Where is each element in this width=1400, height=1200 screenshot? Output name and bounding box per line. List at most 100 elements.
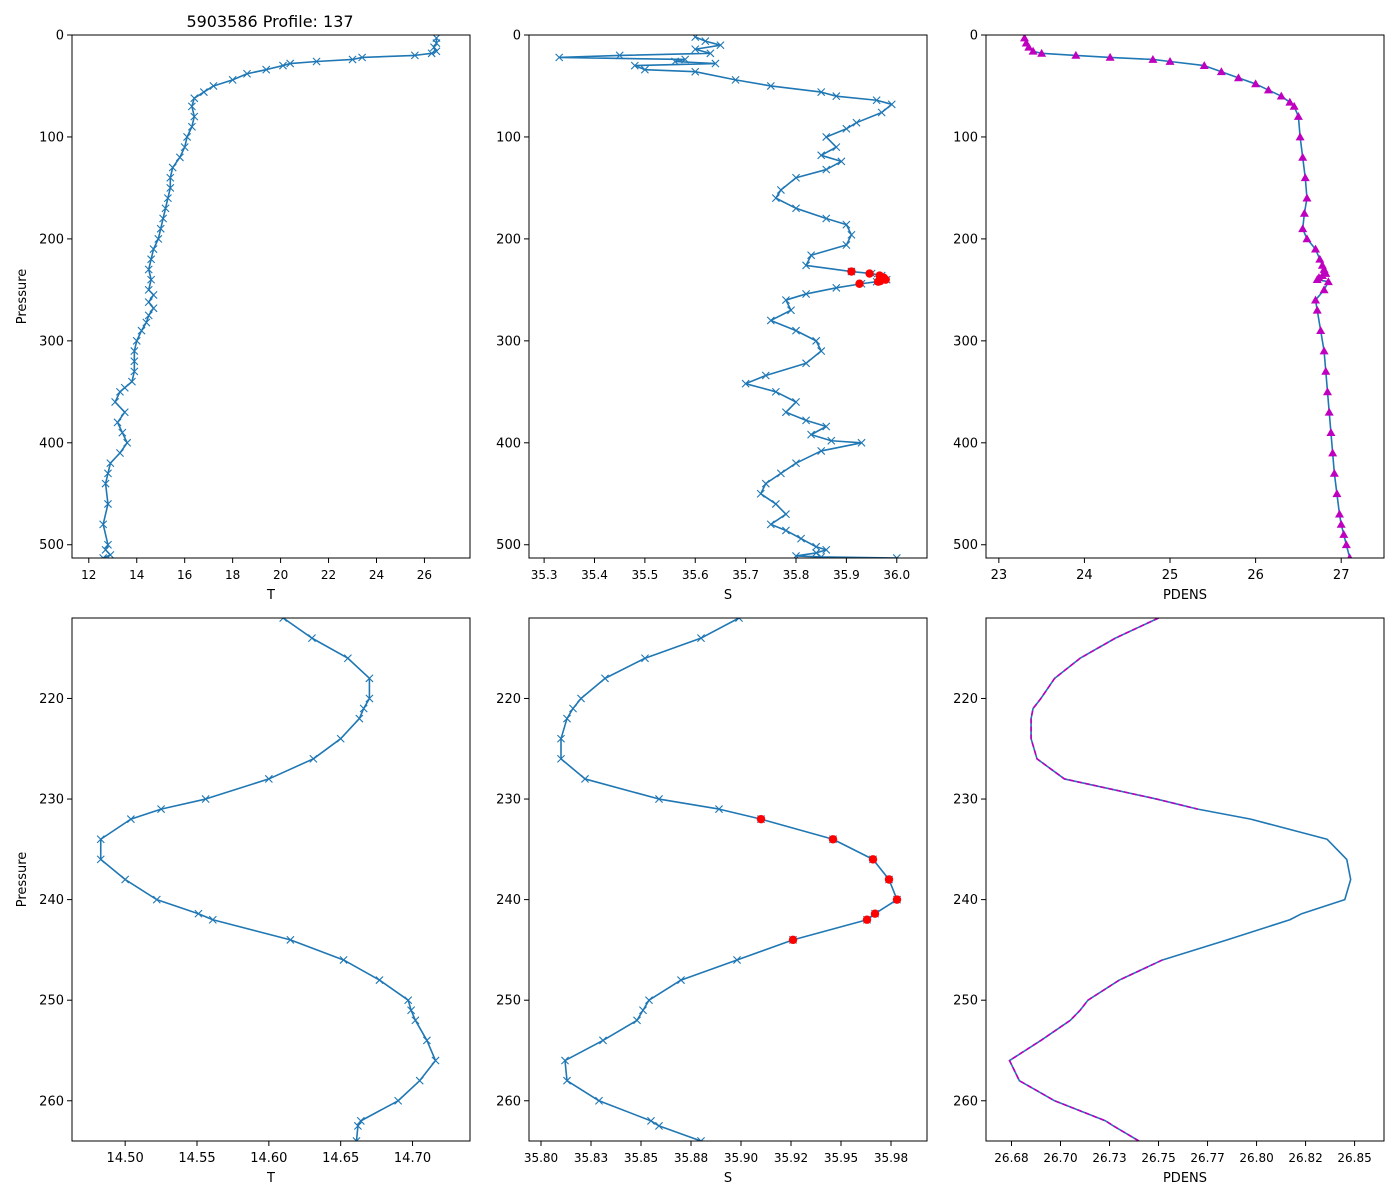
data-point-top-temperature-28 xyxy=(159,214,168,223)
data-point-bottom-temperature-8 xyxy=(309,754,318,763)
data-point-top-temperature-4 xyxy=(427,49,436,58)
highlight-point-top-salinity-1 xyxy=(865,269,874,278)
data-point-top-salinity-0 xyxy=(691,35,700,42)
data-point-top-temperature-53 xyxy=(123,438,132,447)
x-tick-label-bottom-density-3: 26.75 xyxy=(1141,1151,1175,1165)
data-point-top-temperature-1 xyxy=(432,39,441,48)
x-tick-label-bottom-temperature-1: 14.55 xyxy=(178,1151,215,1166)
data-point-top-salinity-46 xyxy=(786,306,795,315)
data-point-bottom-salinity-11 xyxy=(715,805,723,814)
x-tick-label-bottom-salinity-5: 35.92 xyxy=(774,1151,808,1165)
data-point-top-density-32 xyxy=(1312,275,1322,284)
data-point-top-salinity-7 xyxy=(681,55,690,64)
highlight-point-bottom-salinity-3 xyxy=(884,875,894,884)
data-point-top-salinity-64 xyxy=(776,469,785,478)
data-point-top-salinity-45 xyxy=(781,296,790,305)
data-point-bottom-temperature-16 xyxy=(152,895,161,904)
data-point-top-salinity-73 xyxy=(822,545,831,554)
data-point-top-density-41 xyxy=(1324,407,1334,416)
x-tick-label-top-salinity-4: 35.7 xyxy=(732,568,759,582)
x-axis-label-top-density: PDENS xyxy=(1163,588,1207,603)
data-point-top-temperature-18 xyxy=(190,112,199,121)
data-point-top-density-13 xyxy=(1263,85,1273,94)
data-point-top-temperature-11 xyxy=(262,65,271,74)
x-tick-label-top-salinity-3: 35.6 xyxy=(682,568,709,582)
data-point-top-density-49 xyxy=(1341,540,1351,549)
data-point-top-salinity-77 xyxy=(892,554,901,558)
data-point-bottom-temperature-12 xyxy=(126,815,135,824)
subplot-top-temperature: 12 14 16 18 20 22 24 26 0 100 200 300 400 500 T Pressur… xyxy=(15,29,471,603)
data-point-bottom-salinity-23 xyxy=(639,1006,647,1015)
data-point-top-density-24 xyxy=(1302,234,1312,243)
data-point-top-salinity-29 xyxy=(771,194,780,203)
data-point-top-salinity-55 xyxy=(792,398,801,407)
series-line-top-temperature xyxy=(102,38,438,558)
data-point-top-density-33 xyxy=(1323,277,1333,286)
data-point-top-density-39 xyxy=(1321,366,1331,375)
data-point-top-temperature-39 xyxy=(144,311,153,320)
data-point-bottom-temperature-19 xyxy=(286,935,295,944)
data-point-top-temperature-2 xyxy=(430,43,439,52)
data-point-top-temperature-27 xyxy=(161,204,170,213)
data-point-top-salinity-26 xyxy=(822,165,831,174)
data-point-top-salinity-36 xyxy=(802,261,811,270)
data-point-top-salinity-23 xyxy=(832,143,841,152)
data-point-top-density-20 xyxy=(1300,173,1310,182)
subplot-bottom-temperature: 14.50 14.55 14.60 14.65 14.70 220 230 240 250 260… xyxy=(15,617,471,1186)
data-point-bottom-salinity-30 xyxy=(655,1121,663,1130)
data-point-top-temperature-16 xyxy=(190,94,199,103)
y-tick-label-top-salinity-0: 0 xyxy=(513,29,521,44)
y-tick-label-top-salinity-4: 400 xyxy=(496,436,521,451)
data-point-top-density-6 xyxy=(1105,52,1115,61)
subplot-top-salinity: 35.3 35.4 35.5 35.6 35.7 35.8 35.9 36.0 0 100 200 3… xyxy=(496,29,928,603)
data-point-top-salinity-68 xyxy=(781,510,790,519)
y-tick-label-top-salinity-1: 100 xyxy=(496,130,521,145)
data-point-top-salinity-2 xyxy=(716,41,725,50)
data-point-top-salinity-57 xyxy=(802,416,811,425)
data-point-top-density-12 xyxy=(1251,79,1261,88)
data-point-top-temperature-8 xyxy=(312,57,321,66)
data-point-bottom-temperature-27 xyxy=(415,1076,424,1085)
data-point-top-salinity-22 xyxy=(822,132,831,141)
x-axis-label-top-salinity: S xyxy=(724,588,732,603)
data-point-top-density-26 xyxy=(1315,254,1325,263)
data-point-bottom-temperature-30 xyxy=(353,1121,362,1130)
data-point-top-salinity-21 xyxy=(842,124,851,133)
data-point-top-temperature-42 xyxy=(132,336,141,345)
data-point-bottom-temperature-5 xyxy=(359,704,368,713)
y-tick-label-bottom-salinity-3: 250 xyxy=(496,994,521,1009)
y-tick-label-bottom-density-3: 250 xyxy=(953,994,978,1009)
axes-frame-bottom-density xyxy=(985,617,1385,1142)
data-point-top-salinity-19 xyxy=(877,108,886,117)
data-point-top-density-8 xyxy=(1165,57,1175,65)
x-tick-label-top-salinity-0: 35.3 xyxy=(531,568,558,582)
data-point-top-salinity-34 xyxy=(842,241,851,250)
data-point-top-salinity-13 xyxy=(731,75,740,84)
data-point-bottom-salinity-5 xyxy=(569,704,577,713)
data-point-top-salinity-28 xyxy=(776,185,785,194)
data-point-top-salinity-18 xyxy=(887,100,896,109)
data-point-top-salinity-5 xyxy=(615,51,624,60)
axes-frame-top-temperature xyxy=(71,34,471,559)
highlight-point-bottom-salinity-2 xyxy=(868,855,878,864)
data-point-top-salinity-31 xyxy=(822,214,831,223)
data-point-bottom-temperature-17 xyxy=(194,909,203,918)
data-point-bottom-temperature-23 xyxy=(407,1006,416,1015)
data-point-top-temperature-56 xyxy=(103,469,112,478)
x-tick-label-bottom-density-4: 26.77 xyxy=(1190,1151,1224,1165)
y-tick-label-top-salinity-3: 300 xyxy=(496,334,521,349)
data-point-top-temperature-62 xyxy=(106,550,115,558)
data-point-top-density-4 xyxy=(1037,48,1047,57)
subplot-bottom-density: 26.68 26.70 26.73 26.75 26.77 26.80 26.82 26.85… xyxy=(953,617,1385,1186)
series-line-bottom-temperature xyxy=(99,618,437,1141)
y-tick-label-bottom-density-1: 230 xyxy=(953,793,978,808)
data-point-top-density-35 xyxy=(1311,295,1321,304)
x-tick-label-top-salinity-1: 35.4 xyxy=(581,568,608,582)
data-point-top-density-42 xyxy=(1326,428,1336,436)
x-tick-label-bottom-salinity-0: 35.80 xyxy=(524,1151,558,1165)
highlight-point-top-salinity-0 xyxy=(847,267,856,276)
data-point-top-temperature-58 xyxy=(103,499,112,508)
y-tick-label-top-salinity-5: 500 xyxy=(496,538,521,553)
data-point-bottom-temperature-14 xyxy=(96,855,105,864)
x-tick-label-bottom-temperature-4: 14.70 xyxy=(394,1151,431,1166)
